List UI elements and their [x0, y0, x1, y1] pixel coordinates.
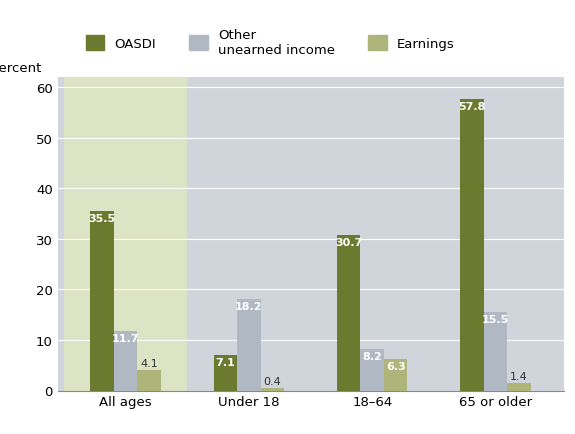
- Bar: [434, 78, 557, 391]
- Bar: [260, 388, 284, 391]
- Bar: [484, 312, 507, 391]
- Bar: [461, 99, 484, 391]
- Text: 57.8: 57.8: [458, 101, 486, 111]
- Bar: [507, 384, 531, 391]
- Bar: [310, 78, 434, 391]
- Bar: [361, 349, 384, 391]
- Text: 6.3: 6.3: [386, 361, 405, 371]
- Legend: OASDI, Other
unearned income, Earnings: OASDI, Other unearned income, Earnings: [86, 29, 455, 57]
- Bar: [90, 212, 114, 391]
- Text: 15.5: 15.5: [482, 315, 509, 325]
- Bar: [237, 299, 260, 391]
- Bar: [114, 332, 137, 391]
- Text: 30.7: 30.7: [335, 238, 362, 248]
- Bar: [187, 78, 310, 391]
- Text: 0.4: 0.4: [263, 377, 281, 387]
- Bar: [64, 78, 187, 391]
- Text: 4.1: 4.1: [140, 358, 158, 368]
- Text: 7.1: 7.1: [216, 357, 235, 367]
- Text: Percent: Percent: [0, 62, 42, 75]
- Text: 18.2: 18.2: [235, 301, 263, 311]
- Text: 8.2: 8.2: [362, 351, 382, 361]
- Text: 35.5: 35.5: [89, 214, 116, 224]
- Bar: [337, 236, 361, 391]
- Bar: [214, 355, 237, 391]
- Bar: [137, 370, 160, 391]
- Bar: [384, 359, 407, 391]
- Text: 11.7: 11.7: [112, 334, 139, 344]
- Text: 1.4: 1.4: [510, 372, 528, 381]
